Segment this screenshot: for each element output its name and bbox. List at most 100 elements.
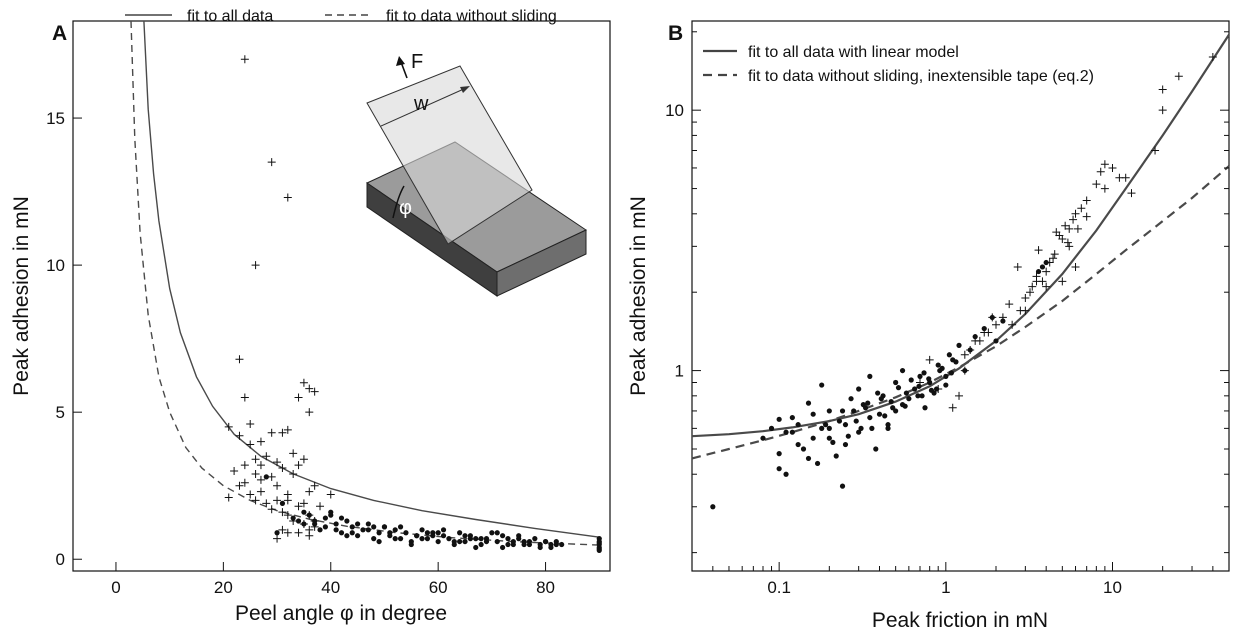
data-point-plus (294, 393, 303, 402)
data-point-dot (1039, 264, 1046, 270)
fit-curve-dashed (130, 20, 600, 546)
data-point-plus (294, 502, 303, 511)
data-point-plus (251, 455, 260, 464)
data-point-plus (256, 475, 265, 484)
data-point-plus (1127, 189, 1136, 198)
inset-label-angle: φ (399, 197, 412, 219)
data-point-plus (305, 408, 314, 417)
data-point-dot (948, 370, 954, 376)
data-point-plus (1208, 53, 1217, 62)
data-point-dot (895, 385, 902, 391)
data-point-dot (521, 541, 527, 548)
data-point-dot (376, 538, 382, 545)
data-point-dot (885, 422, 891, 428)
data-point-dot (917, 373, 923, 379)
data-point-dot (462, 533, 468, 539)
data-point-dot (344, 533, 350, 539)
panel-a-ticks: 0 20 40 60 80 0 5 10 15 (46, 109, 555, 597)
inset-width-arrow (380, 87, 467, 127)
data-point-plus (316, 502, 325, 511)
data-point-dot (317, 527, 323, 533)
data-point-plus (1077, 204, 1086, 213)
data-point-plus (246, 440, 255, 449)
data-point-dot (839, 408, 846, 414)
data-point-dot (446, 536, 452, 542)
data-point-plus (1100, 184, 1109, 193)
data-point-dot (510, 538, 516, 545)
x-tick-label: 1 (941, 578, 950, 597)
data-point-dot (548, 544, 554, 551)
legend-label-fit-all: fit to all data (187, 8, 273, 25)
data-point-dot (371, 524, 377, 530)
data-point-dot (878, 396, 884, 402)
data-point-dot (962, 367, 968, 374)
data-point-dot (279, 500, 286, 506)
y-tick-label: 10 (665, 101, 684, 120)
data-point-plus (273, 458, 282, 467)
data-point-plus (235, 431, 244, 440)
inset-force-arrowhead (396, 56, 405, 66)
data-point-dot (1000, 318, 1006, 324)
data-point-plus (283, 425, 292, 434)
data-point-plus (251, 496, 260, 505)
data-point-dot (858, 425, 864, 431)
data-point-dot (943, 382, 949, 388)
data-point-plus (256, 461, 265, 470)
data-point-plus (1115, 173, 1124, 182)
data-point-plus (1050, 250, 1059, 259)
y-tick-label: 0 (56, 550, 65, 569)
data-point-dot (537, 541, 543, 548)
data-point-plus (235, 481, 244, 490)
data-point-dot (842, 422, 849, 428)
data-point-plus (1032, 272, 1041, 281)
data-point-plus (278, 525, 287, 534)
data-point-dot (349, 524, 355, 530)
data-point-dot (789, 429, 795, 435)
panel-a: A 0 20 40 60 80 0 5 10 15 Peel angle φ in degree… (10, 8, 611, 625)
data-point-plus (251, 261, 260, 270)
panel-a-x-axis-title: Peel angle φ in degree (235, 602, 447, 625)
data-point-dot (760, 435, 766, 441)
data-point-dot (890, 405, 896, 411)
data-point-dot (943, 373, 949, 379)
panel-b-y-axis-title: Peak adhesion in mN (627, 196, 650, 396)
data-point-dot (819, 425, 825, 431)
data-point-dot (462, 538, 468, 545)
data-point-dot (810, 411, 816, 417)
x-tick-label: 80 (536, 578, 555, 597)
data-point-dot (494, 530, 500, 536)
data-point-dot (888, 399, 894, 405)
data-point-dot (457, 530, 463, 536)
data-point-dot (338, 515, 345, 521)
fit-curve-solid (143, 20, 600, 538)
data-point-plus (991, 320, 1000, 329)
data-point-plus (267, 158, 276, 167)
data-point-dot (322, 524, 328, 530)
data-point-dot (953, 359, 959, 365)
data-point-dot (392, 536, 398, 542)
data-point-dot (328, 512, 334, 518)
data-point-plus (283, 511, 292, 520)
data-point-plus (294, 461, 303, 470)
data-point-dot (414, 533, 420, 539)
data-point-dot (856, 429, 862, 435)
data-point-dot (819, 382, 825, 388)
data-point-dot (795, 422, 801, 428)
data-point-dot (867, 414, 873, 421)
inset-angle-arc (392, 185, 405, 219)
data-point-dot (826, 408, 832, 414)
data-point-dot (596, 547, 602, 554)
data-point-dot (553, 541, 559, 548)
data-point-plus (1049, 254, 1058, 263)
x-tick-label: 10 (1103, 578, 1122, 597)
data-point-dot (833, 453, 839, 459)
data-point-plus (1100, 160, 1109, 169)
data-point-plus (299, 378, 308, 387)
inset-width-arrowhead (460, 86, 470, 93)
data-point-plus (1061, 221, 1070, 230)
data-point-dot (830, 439, 836, 445)
data-point-plus (1028, 282, 1037, 291)
data-point-dot (885, 425, 891, 431)
data-point-dot (424, 536, 431, 542)
data-point-plus (326, 490, 335, 499)
